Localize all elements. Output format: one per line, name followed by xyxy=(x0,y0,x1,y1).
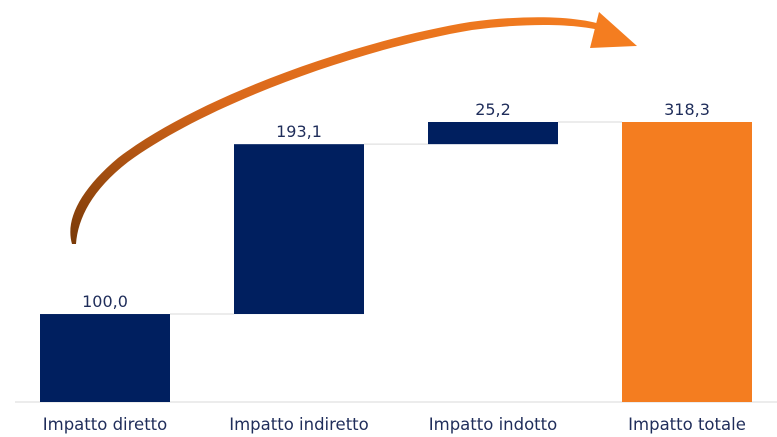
value-label-1: 100,0 xyxy=(82,292,128,311)
curved-arrow-head xyxy=(590,12,637,48)
value-label-3: 25,2 xyxy=(475,100,511,119)
bar-4 xyxy=(622,122,752,402)
bar-2 xyxy=(234,144,364,315)
bars xyxy=(40,122,752,402)
category-label-3: Impatto indotto xyxy=(429,415,557,434)
curved-arrow-icon xyxy=(70,12,637,245)
value-label-2: 193,1 xyxy=(276,122,322,141)
bar-1 xyxy=(40,314,170,402)
category-label-4: Impatto totale xyxy=(628,415,746,434)
curved-arrow-body xyxy=(70,17,612,245)
category-label-1: Impatto diretto xyxy=(43,415,167,434)
value-label-4: 318,3 xyxy=(664,100,710,119)
bar-3 xyxy=(428,122,558,145)
category-label-2: Impatto indiretto xyxy=(229,415,369,434)
value-labels: 100,0 193,1 25,2 318,3 xyxy=(82,100,710,311)
category-labels: Impatto diretto Impatto indiretto Impatto … xyxy=(43,415,746,434)
connector-lines xyxy=(170,121,622,315)
